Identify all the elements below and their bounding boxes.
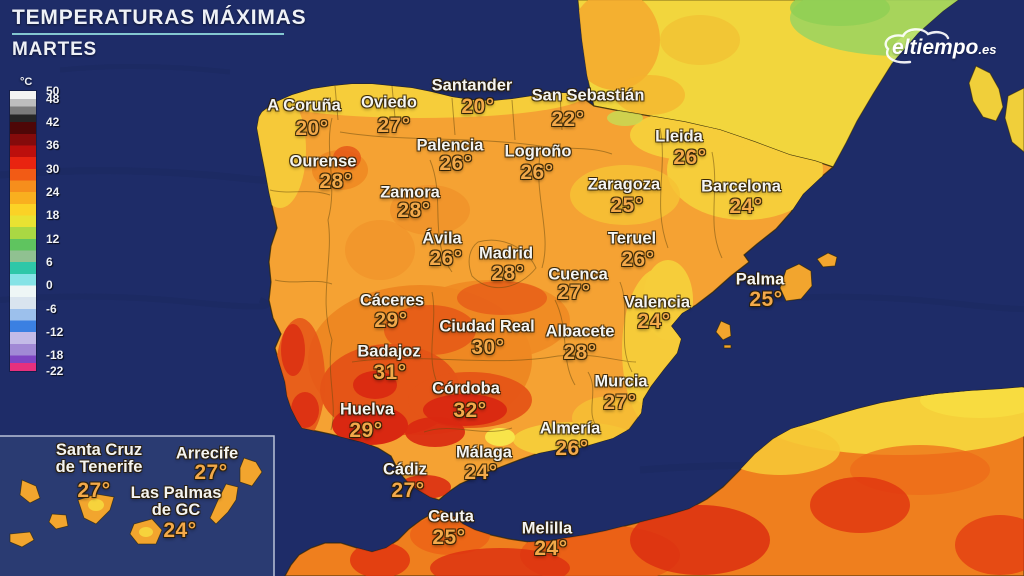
legend-tick: 0 (46, 278, 53, 293)
header: TEMPERATURAS MÁXIMAS MARTES (12, 6, 306, 61)
eltiempo-logo: eltiempo.es (876, 26, 1008, 70)
africa-landmass (284, 386, 1024, 576)
lanzarote-island (239, 457, 263, 487)
day-subtitle: MARTES (12, 39, 98, 60)
logo-main-text: eltiempo (892, 36, 979, 59)
sardinia-island-edge (1004, 87, 1024, 153)
legend-tick: -22 (46, 364, 64, 378)
province-border-lines (269, 85, 723, 433)
legend-tick: -6 (46, 301, 57, 316)
temperature-color-bar (10, 91, 36, 371)
logo-text: eltiempo.es (892, 36, 996, 60)
legend-tick: 50 (46, 84, 60, 98)
logo-cloud-icon (884, 28, 950, 64)
legend-tick: 18 (46, 208, 60, 223)
tenerife-highlight (88, 499, 104, 511)
legend-tick: -18 (46, 348, 64, 363)
canary-islands-inset (0, 435, 275, 576)
logo-suffix-text: .es (978, 42, 997, 57)
formentera-island (723, 344, 732, 349)
legend-tick: -12 (46, 325, 64, 340)
la-gomera-island (48, 513, 69, 530)
balearic-islands (715, 252, 838, 349)
title-underline (12, 33, 284, 35)
menorca-island (816, 252, 838, 268)
la-palma-island (19, 479, 41, 504)
legend-tick: 6 (46, 255, 53, 270)
el-hierro-island (9, 531, 35, 548)
legend-tick: 42 (46, 115, 60, 130)
page-title: TEMPERATURAS MÁXIMAS (12, 6, 307, 29)
spain-temperature-blobs (257, 84, 823, 499)
fuerteventura-island (209, 483, 239, 525)
gran-canaria-highlight (139, 527, 153, 537)
legend-tick: 12 (46, 231, 60, 246)
legend-tick: 48 (46, 91, 60, 106)
legend-tick: 36 (46, 138, 60, 153)
legend-tick: 24 (46, 185, 60, 200)
corsica-island (968, 65, 1004, 122)
mallorca-island (779, 263, 813, 302)
legend-tick: 30 (46, 161, 60, 176)
canary-inset-panel (0, 435, 275, 576)
legend-unit-label: °C (20, 76, 33, 88)
ibiza-island (715, 320, 732, 341)
iberian-peninsula (256, 83, 835, 501)
